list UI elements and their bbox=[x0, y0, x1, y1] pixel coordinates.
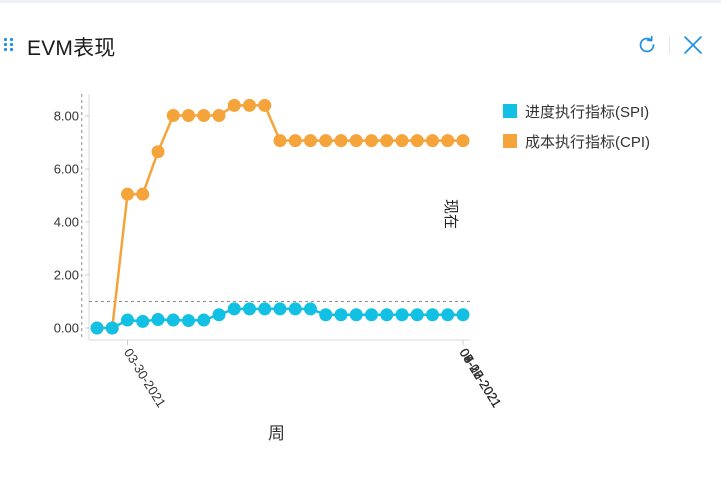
point-cpi bbox=[273, 134, 287, 148]
point-cpi bbox=[349, 134, 363, 148]
point-cpi bbox=[288, 134, 302, 148]
y-tick-label: 6.00 bbox=[54, 162, 79, 177]
point-spi bbox=[410, 308, 424, 322]
point-spi bbox=[426, 308, 439, 322]
point-spi bbox=[365, 308, 378, 322]
legend-label-cpi: 成本执行指标(CPI) bbox=[525, 133, 650, 151]
point-spi bbox=[136, 314, 150, 328]
point-cpi bbox=[441, 134, 455, 148]
point-spi bbox=[105, 321, 119, 335]
point-spi bbox=[273, 302, 287, 316]
point-spi bbox=[441, 308, 455, 322]
point-spi bbox=[349, 308, 363, 322]
point-cpi bbox=[121, 187, 134, 201]
point-cpi bbox=[182, 108, 195, 122]
point-cpi bbox=[258, 98, 272, 112]
chart-legend: 进度执行指标(SPI) 成本执行指标(CPI) bbox=[503, 100, 650, 160]
point-spi bbox=[151, 313, 165, 327]
point-cpi bbox=[319, 134, 333, 148]
point-cpi bbox=[197, 108, 211, 122]
point-spi bbox=[197, 313, 211, 327]
y-tick-label: 2.00 bbox=[54, 268, 79, 283]
point-spi bbox=[304, 302, 317, 316]
point-cpi bbox=[456, 134, 470, 148]
legend-swatch-spi bbox=[503, 104, 517, 118]
panel-header: EVM表现 bbox=[0, 26, 721, 64]
header-divider bbox=[669, 36, 670, 54]
point-cpi bbox=[410, 134, 424, 148]
y-tick-label: 0.00 bbox=[54, 321, 79, 336]
point-spi bbox=[227, 302, 241, 316]
point-spi bbox=[243, 302, 256, 316]
point-spi bbox=[166, 313, 180, 327]
point-cpi bbox=[212, 108, 226, 122]
x-tick-label: 03-30-2021 bbox=[121, 346, 169, 410]
point-cpi bbox=[395, 134, 409, 148]
legend-label-spi: 进度执行指标(SPI) bbox=[525, 103, 650, 121]
point-spi bbox=[456, 308, 470, 322]
point-cpi bbox=[166, 108, 180, 122]
panel-title: EVM表现 bbox=[27, 37, 116, 60]
point-cpi bbox=[426, 134, 439, 148]
x-axis-title: 周 bbox=[268, 424, 285, 443]
point-spi bbox=[334, 308, 348, 322]
legend-item-cpi[interactable]: 成本执行指标(CPI) bbox=[503, 130, 650, 152]
close-icon[interactable] bbox=[682, 34, 704, 56]
legend-item-spi[interactable]: 进度执行指标(SPI) bbox=[503, 100, 650, 122]
legend-swatch-cpi bbox=[503, 134, 517, 148]
point-cpi bbox=[334, 134, 348, 148]
point-spi bbox=[380, 308, 394, 322]
point-spi bbox=[319, 308, 333, 322]
point-cpi bbox=[136, 187, 150, 201]
refresh-icon[interactable] bbox=[636, 34, 658, 56]
grip-dots-icon[interactable] bbox=[4, 38, 16, 52]
point-cpi bbox=[365, 134, 378, 148]
point-cpi bbox=[227, 98, 241, 112]
point-spi bbox=[182, 314, 195, 328]
now-marker-label: 现在 bbox=[442, 199, 460, 229]
point-spi bbox=[90, 321, 104, 335]
point-spi bbox=[395, 308, 409, 322]
point-spi bbox=[288, 302, 302, 316]
top-border bbox=[0, 0, 721, 3]
evm-chart: 0.00 2.00 4.00 6.00 8.00 03-30-2021 04-22-2021… bbox=[0, 64, 721, 486]
point-cpi bbox=[243, 98, 256, 112]
point-spi bbox=[212, 308, 226, 322]
point-cpi bbox=[380, 134, 394, 148]
point-cpi bbox=[304, 134, 317, 148]
point-spi bbox=[121, 313, 134, 327]
y-tick-label: 8.00 bbox=[54, 109, 79, 124]
y-tick-label: 4.00 bbox=[54, 215, 79, 230]
point-cpi bbox=[151, 145, 165, 159]
point-spi bbox=[258, 302, 272, 316]
x-tick-label: 09-06-2021 bbox=[456, 346, 504, 410]
